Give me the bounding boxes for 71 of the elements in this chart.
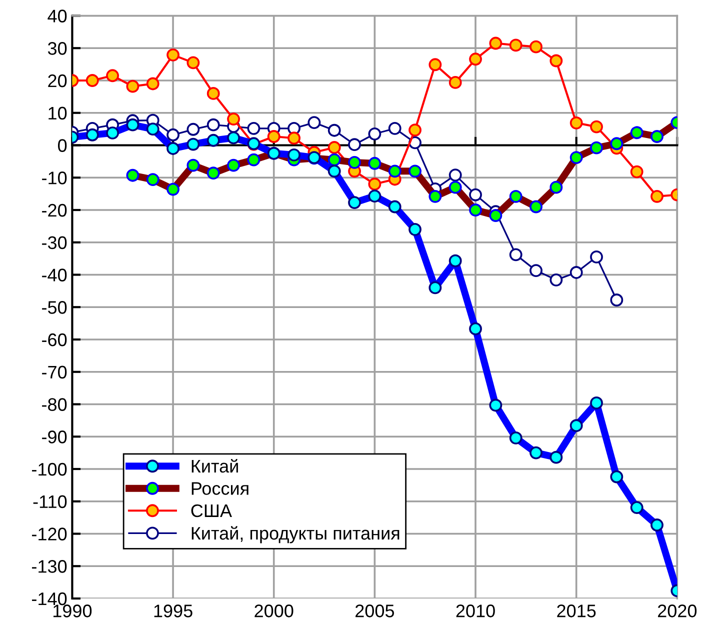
y-tick-label: -50 — [42, 301, 67, 314]
point — [448, 168, 462, 182]
point — [166, 48, 180, 62]
point — [448, 76, 462, 89]
point — [186, 56, 200, 70]
x-tick-label: 2010 — [456, 604, 495, 618]
legend-label: США — [191, 504, 232, 518]
x-tick-label: 2015 — [557, 604, 596, 618]
y-tick-label: -30 — [42, 236, 67, 250]
y-tick-label: -60 — [42, 333, 67, 346]
point — [186, 122, 200, 136]
point — [206, 118, 220, 132]
point — [328, 124, 341, 137]
point — [530, 40, 542, 54]
point — [227, 112, 240, 126]
point — [509, 38, 522, 52]
legend-label: Россия — [192, 482, 248, 495]
y-tick-label: -20 — [42, 204, 67, 217]
point — [550, 54, 563, 68]
x-tick-label: 2005 — [356, 604, 394, 618]
y-tick-label: 40 — [48, 10, 67, 22]
y-tick-label: -10 — [42, 172, 67, 184]
y-tick-label: -90 — [42, 430, 67, 444]
legend-label: Китай, продукты питания — [192, 526, 400, 544]
y-tick-label: 10 — [48, 106, 67, 120]
point — [146, 77, 160, 90]
y-tick-label: 30 — [48, 42, 67, 55]
y-tick-label: -130 — [32, 560, 67, 573]
point — [166, 128, 180, 142]
point — [126, 80, 140, 93]
y-tick-label: -80 — [42, 398, 67, 411]
point — [550, 273, 563, 286]
point — [530, 264, 542, 277]
y-tick-label: -110 — [33, 495, 67, 508]
point — [368, 178, 382, 191]
point — [570, 266, 583, 279]
x-tick-label: 1990 — [54, 604, 92, 618]
point — [630, 165, 644, 178]
y-tick-label: -140 — [32, 592, 67, 606]
y-tick-label: -70 — [42, 366, 67, 379]
point — [267, 130, 280, 143]
point — [590, 250, 603, 264]
point — [247, 122, 260, 135]
point — [388, 122, 402, 135]
point — [288, 132, 300, 145]
point — [469, 52, 482, 66]
point — [428, 58, 442, 72]
point — [368, 127, 382, 140]
x-tick-label: 2000 — [254, 604, 294, 618]
point — [650, 190, 664, 203]
y-tick-label: -120 — [32, 528, 67, 540]
x-tick-label: 1995 — [154, 604, 192, 618]
point — [348, 138, 361, 152]
point — [489, 36, 502, 50]
x-tick-label: 2020 — [658, 604, 697, 618]
point — [86, 74, 99, 87]
point — [308, 116, 321, 130]
legend-label: Китай — [192, 459, 238, 473]
point — [590, 120, 603, 134]
y-tick-label: 20 — [48, 74, 67, 88]
y-tick-label: -40 — [42, 268, 67, 282]
y-tick-label: -100 — [32, 462, 67, 476]
point — [328, 141, 341, 154]
point — [206, 86, 220, 100]
point — [610, 294, 624, 306]
point — [408, 124, 422, 136]
point — [106, 69, 119, 82]
point — [469, 188, 482, 202]
point — [509, 248, 522, 262]
y-tick-label: 0 — [58, 139, 67, 152]
point — [570, 116, 583, 130]
